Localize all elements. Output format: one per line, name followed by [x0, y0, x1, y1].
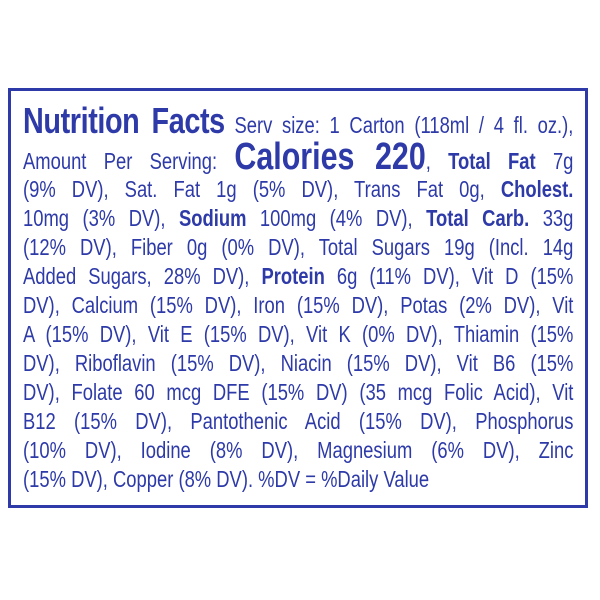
label-text-line: DV), Riboflavin (15% DV), Niacin (15% DV… [23, 349, 573, 377]
label-text: 33g [529, 205, 574, 231]
label-text-line: (10% DV), Iodine (8% DV), Magnesium (6% … [23, 436, 573, 464]
nutrient-name: Total Carb. [426, 205, 530, 231]
calories-value: Calories 220 [234, 136, 426, 178]
label-text: (15% DV), Copper (8% DV). %DV = %Daily V… [23, 466, 430, 492]
label-text: DV), Riboflavin (15% DV), Niacin (15% DV… [23, 350, 574, 376]
label-text: 7g [535, 148, 574, 174]
label-text: 6g (11% DV), Vit D (15% [324, 263, 574, 289]
nutrient-name: Protein [261, 263, 325, 289]
label-text-line: Added Sugars, 28% DV), Protein 6g (11% D… [23, 262, 573, 290]
label-text: (10% DV), Iodine (8% DV), Magnesium (6% … [23, 437, 574, 463]
label-text-line: A (15% DV), Vit E (15% DV), Vit K (0% DV… [23, 320, 573, 348]
label-text-line: (15% DV), Copper (8% DV). %DV = %Daily V… [23, 465, 573, 493]
label-title: Nutrition Facts [23, 100, 225, 141]
label-text: 100mg (4% DV), [246, 205, 427, 231]
nutrition-facts-panel: Nutrition Facts Serv size: 1 Carton (118… [8, 88, 588, 508]
label-text-line: B12 (15% DV), Pantothenic Acid (15% DV),… [23, 407, 573, 435]
label-text: DV), Folate 60 mcg DFE (15% DV) (35 mcg … [23, 379, 574, 405]
label-text: , [425, 148, 449, 174]
label-text: 10mg (3% DV), [23, 205, 179, 231]
label-text: (9% DV), Sat. Fat 1g (5% DV), Trans Fat … [23, 176, 501, 202]
label-text-line: (9% DV), Sat. Fat 1g (5% DV), Trans Fat … [23, 175, 573, 203]
label-text-line: (12% DV), Fiber 0g (0% DV), Total Sugars… [23, 233, 573, 261]
label-text: Added Sugars, 28% DV), [23, 263, 262, 289]
nutrient-name: Sodium [178, 205, 247, 231]
label-text-line: 10mg (3% DV), Sodium 100mg (4% DV), Tota… [23, 204, 573, 232]
label-text: Amount Per Serving: [23, 148, 235, 174]
label-text: A (15% DV), Vit E (15% DV), Vit K (0% DV… [23, 321, 574, 347]
label-text: Serv size: 1 Carton (118ml / 4 fl. oz.), [224, 112, 574, 138]
label-text: (12% DV), Fiber 0g (0% DV), Total Sugars… [23, 234, 574, 260]
label-heading-line: Nutrition Facts Serv size: 1 Carton (118… [23, 101, 573, 145]
nutrient-name: Total Fat [448, 148, 536, 174]
nutrient-name: Cholest. [500, 176, 574, 202]
label-text-line: DV), Folate 60 mcg DFE (15% DV) (35 mcg … [23, 378, 573, 406]
label-text: B12 (15% DV), Pantothenic Acid (15% DV),… [23, 408, 574, 434]
label-text: DV), Calcium (15% DV), Iron (15% DV), Po… [23, 292, 574, 318]
label-text-line: Amount Per Serving: Calories 220, Total … [23, 137, 573, 181]
label-text-line: DV), Calcium (15% DV), Iron (15% DV), Po… [23, 291, 573, 319]
